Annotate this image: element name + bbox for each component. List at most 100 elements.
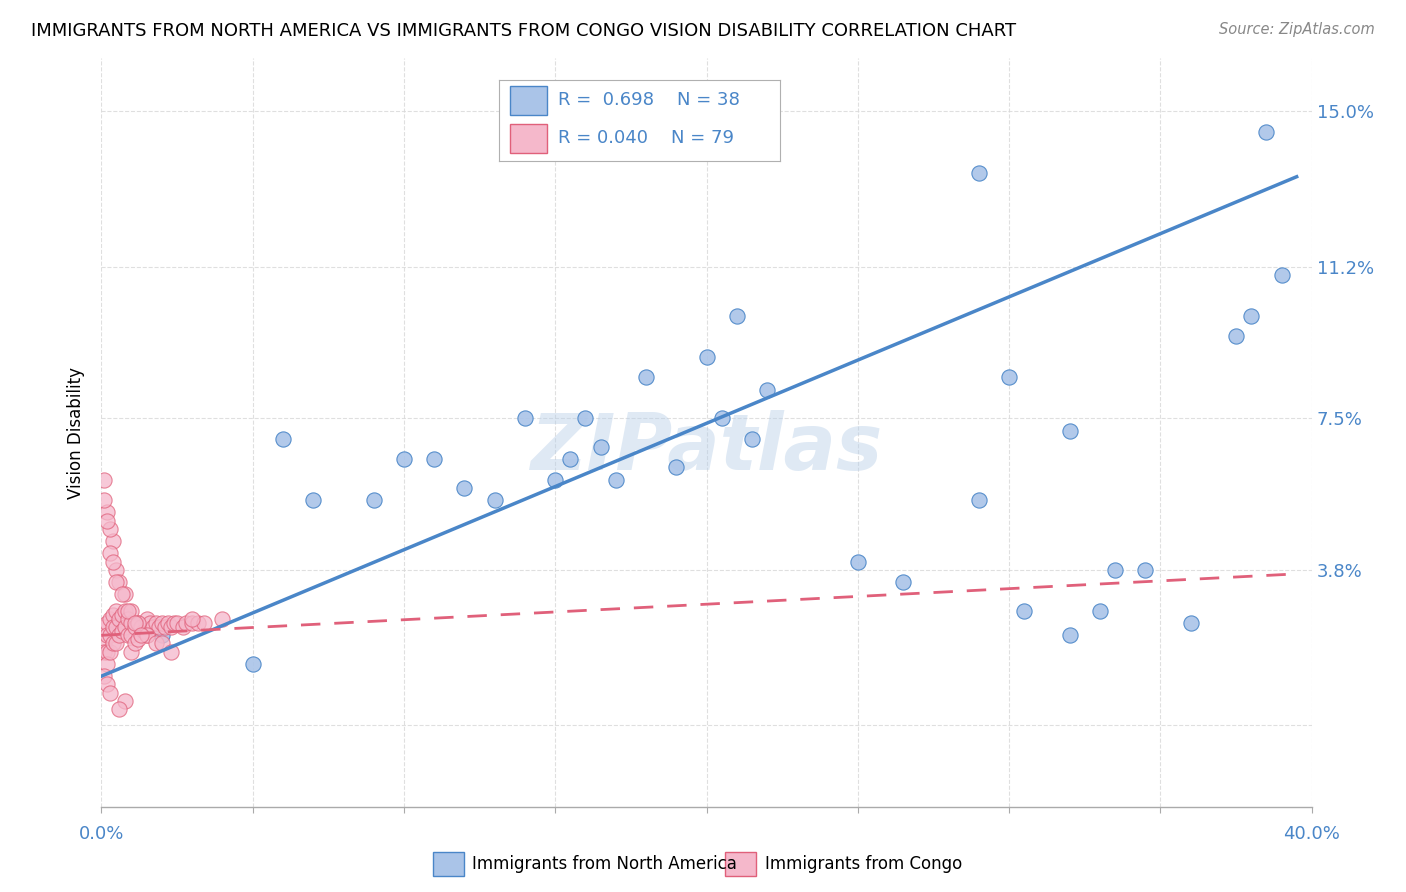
Point xyxy=(967,493,990,508)
Point xyxy=(1014,604,1036,618)
Point xyxy=(156,615,179,630)
Text: 0.0%: 0.0% xyxy=(79,825,124,843)
Point xyxy=(145,636,167,650)
Point xyxy=(138,615,160,630)
Point xyxy=(124,636,146,650)
Point xyxy=(172,620,194,634)
Point xyxy=(160,620,183,634)
Point xyxy=(98,685,121,699)
Point xyxy=(127,615,149,630)
Point xyxy=(153,620,176,634)
Point xyxy=(108,628,131,642)
Point xyxy=(127,615,149,630)
Y-axis label: Vision Disability: Vision Disability xyxy=(67,367,86,499)
Point xyxy=(108,575,131,590)
Point xyxy=(634,370,657,384)
Point xyxy=(1104,563,1126,577)
Point xyxy=(1088,604,1111,618)
Point xyxy=(98,628,121,642)
Point xyxy=(114,694,136,708)
Point xyxy=(1256,125,1278,139)
Point xyxy=(103,534,125,549)
Point xyxy=(605,473,627,487)
Point xyxy=(271,432,294,446)
Text: Source: ZipAtlas.com: Source: ZipAtlas.com xyxy=(1219,22,1375,37)
Text: Immigrants from Congo: Immigrants from Congo xyxy=(765,855,962,873)
Point xyxy=(150,628,173,642)
Point xyxy=(135,612,157,626)
Point xyxy=(710,411,733,425)
Point xyxy=(114,604,136,618)
Point xyxy=(193,615,215,630)
Point xyxy=(93,620,115,634)
Point xyxy=(142,620,165,634)
Point xyxy=(163,615,186,630)
Point xyxy=(181,612,204,626)
Point xyxy=(103,607,125,622)
Point xyxy=(392,452,415,467)
Point xyxy=(1059,628,1081,642)
Point xyxy=(453,481,475,495)
Point xyxy=(181,615,204,630)
Text: R = 0.040    N = 79: R = 0.040 N = 79 xyxy=(558,129,734,147)
Point xyxy=(121,645,143,659)
Point xyxy=(160,645,183,659)
Point xyxy=(589,440,612,454)
Point xyxy=(96,628,118,642)
Point xyxy=(114,587,136,601)
Bar xyxy=(725,853,756,876)
Point xyxy=(105,620,128,634)
Point xyxy=(108,702,131,716)
Point xyxy=(117,628,139,642)
Point xyxy=(124,620,146,634)
Point xyxy=(1180,615,1202,630)
Point xyxy=(117,612,139,626)
Point xyxy=(166,615,188,630)
Point xyxy=(98,645,121,659)
Bar xyxy=(510,124,547,153)
Point xyxy=(135,628,157,642)
Point xyxy=(187,615,209,630)
Point xyxy=(105,636,128,650)
Point xyxy=(891,575,914,590)
Point xyxy=(111,607,134,622)
Text: 40.0%: 40.0% xyxy=(1284,825,1340,843)
Point xyxy=(998,370,1021,384)
Point xyxy=(148,620,170,634)
Point xyxy=(135,628,157,642)
Point xyxy=(93,473,115,487)
Point xyxy=(211,612,233,626)
Point xyxy=(121,628,143,642)
Point xyxy=(103,636,125,650)
Point xyxy=(103,555,125,569)
Point xyxy=(117,604,139,618)
Point xyxy=(967,166,990,180)
Bar xyxy=(510,86,547,115)
Point xyxy=(96,615,118,630)
Point xyxy=(150,636,173,650)
Point xyxy=(302,493,325,508)
Point xyxy=(105,604,128,618)
Point xyxy=(1059,424,1081,438)
Point xyxy=(423,452,446,467)
Point xyxy=(174,615,197,630)
Point xyxy=(98,522,121,536)
Point xyxy=(121,615,143,630)
Point xyxy=(1270,268,1292,282)
Point xyxy=(560,452,582,467)
Point xyxy=(150,615,173,630)
Text: ZIPatlas: ZIPatlas xyxy=(530,409,883,485)
Text: R =  0.698    N = 38: R = 0.698 N = 38 xyxy=(558,91,740,110)
Point xyxy=(96,657,118,671)
Point xyxy=(242,657,264,671)
Point xyxy=(696,350,718,364)
Point xyxy=(96,514,118,528)
Point xyxy=(124,615,146,630)
Point xyxy=(93,669,115,683)
Text: Immigrants from North America: Immigrants from North America xyxy=(472,855,737,873)
Point xyxy=(103,620,125,634)
Point xyxy=(111,587,134,601)
Point xyxy=(363,493,385,508)
Point xyxy=(98,612,121,626)
Point xyxy=(127,632,149,647)
